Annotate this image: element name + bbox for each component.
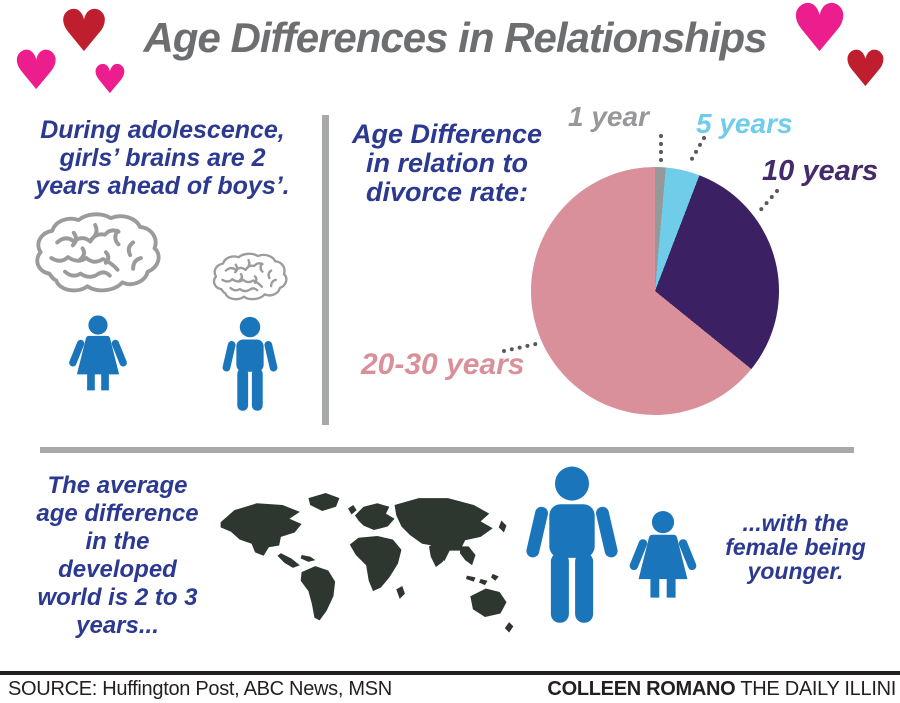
average-caption-right: ...with the female being younger. (698, 511, 893, 583)
leader-lines (502, 134, 779, 353)
caption-line: world is 2 to 3 (37, 584, 198, 611)
pie-label-1-year: 1 year (568, 101, 649, 132)
world-map-icon (212, 482, 522, 652)
caption-line: younger. (747, 558, 844, 584)
caption-line: in the (85, 528, 150, 555)
vertical-divider (322, 115, 329, 425)
pie-label-10-years: 10 years (762, 155, 879, 187)
caption-line: Age Difference (351, 119, 543, 149)
caption-line: ...with the (742, 510, 849, 536)
caption-line: in relation to (366, 148, 528, 178)
heart-icon: ♥ (843, 40, 888, 98)
page-title: Age Differences in Relationships (143, 14, 767, 61)
caption-line: girls’ brains are 2 (59, 144, 266, 172)
pie-chart-title: Age Difference in relation to divorce ra… (333, 120, 561, 207)
caption-line: The average (47, 472, 188, 499)
large-brain-icon (28, 210, 174, 310)
footer-credit: COLLEEN ROMANO THE DAILY ILLINI (547, 678, 896, 701)
average-caption-left: The average age difference in the develo… (15, 472, 220, 640)
short-female-figure-icon (626, 510, 700, 629)
caption-line: female being (725, 534, 866, 560)
credit-organization: THE DAILY ILLINI (740, 678, 896, 700)
heart-icon: ♥ (92, 57, 128, 103)
footer-source: SOURCE: Huffington Post, ABC News, MSN (8, 678, 392, 700)
male-figure-icon (219, 313, 281, 418)
footer-rule (0, 671, 900, 675)
divorce-pie-chart (531, 167, 779, 415)
heart-icon: ♥ (12, 39, 61, 102)
caption-line: During adolescence, (40, 116, 285, 144)
heart-icon: ♥ (58, 0, 110, 65)
heart-icon: ♥ (790, 0, 850, 67)
caption-line: divorce rate: (365, 177, 529, 207)
caption-line: years ahead of boys’. (35, 172, 290, 200)
horizontal-divider (40, 447, 854, 453)
caption-line: years... (76, 612, 159, 639)
credit-name: COLLEEN ROMANO (547, 678, 736, 700)
pie-label-20-30-years: 20-30 years (361, 348, 525, 381)
adolescence-caption: During adolescence, girls’ brains are 2 … (15, 116, 310, 200)
caption-line: age difference (36, 500, 199, 527)
tall-male-figure-icon (520, 465, 624, 630)
caption-line: developed (58, 556, 177, 583)
female-figure-icon (66, 314, 130, 418)
small-brain-icon (208, 252, 296, 310)
pie-label-5-years: 5 years (696, 108, 793, 139)
